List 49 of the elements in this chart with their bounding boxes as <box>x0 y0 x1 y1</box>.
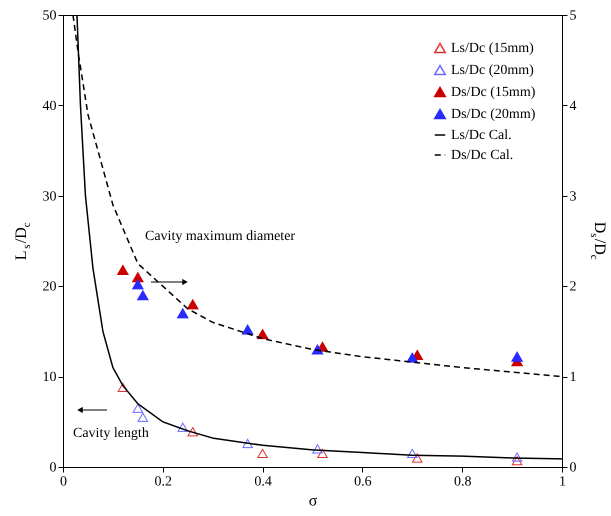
y-tick-label: 40 <box>42 98 56 114</box>
point <box>117 264 129 275</box>
x-tick-label: 0 <box>60 474 67 490</box>
y2-tick-label: 2 <box>570 280 576 295</box>
point <box>132 279 144 290</box>
point <box>242 324 254 335</box>
point <box>412 453 423 463</box>
point <box>511 352 523 362</box>
point <box>118 382 128 392</box>
point <box>186 299 198 310</box>
point <box>132 404 144 413</box>
y-tick-label: 30 <box>42 189 56 204</box>
x-tick-label: 1 <box>559 474 566 490</box>
legend-label: Ds/Dc (15mm) <box>451 85 536 100</box>
annotation: Cavity length <box>73 426 149 441</box>
legend-label: Ls/Dc (15mm) <box>451 41 534 56</box>
point <box>138 412 148 422</box>
y-tick-label: 0 <box>50 460 56 476</box>
legend-label: Ds/Dc Cal. <box>451 148 514 163</box>
point <box>312 444 323 454</box>
point <box>137 290 149 300</box>
y-tick-label: 50 <box>42 8 56 24</box>
legend-label: Ls/Dc (20mm) <box>451 63 534 78</box>
point <box>407 448 418 458</box>
y2-tick-label: 5 <box>570 8 576 24</box>
x-tick-label: 0.8 <box>454 474 472 490</box>
x-tick-label: 0.4 <box>254 474 272 490</box>
legend-label: Ls/Dc Cal. <box>451 128 512 143</box>
point <box>512 452 522 462</box>
y-axis-title: Ls/Dc <box>13 222 33 260</box>
point <box>257 448 268 458</box>
y2-tick-label: 1 <box>570 370 576 386</box>
point <box>512 456 522 466</box>
x-tick-label: 0.2 <box>154 474 172 490</box>
x-axis-title: σ <box>308 492 318 510</box>
x-tick-label: 0.6 <box>354 474 372 490</box>
y2-tick-label: 4 <box>570 98 576 114</box>
y2-tick-label: 3 <box>570 189 576 204</box>
y-tick-label: 20 <box>42 280 56 295</box>
point <box>177 308 189 318</box>
point <box>178 422 188 432</box>
y-tick-label: 10 <box>42 370 56 386</box>
point <box>242 438 253 448</box>
point <box>187 427 198 436</box>
annotation: Cavity maximum diameter <box>145 229 296 244</box>
y2-axis-title: Ds/Dc <box>588 222 608 260</box>
legend-label: Ds/Dc (20mm) <box>451 107 536 122</box>
y2-tick-label: 0 <box>570 460 576 476</box>
point <box>317 448 328 458</box>
